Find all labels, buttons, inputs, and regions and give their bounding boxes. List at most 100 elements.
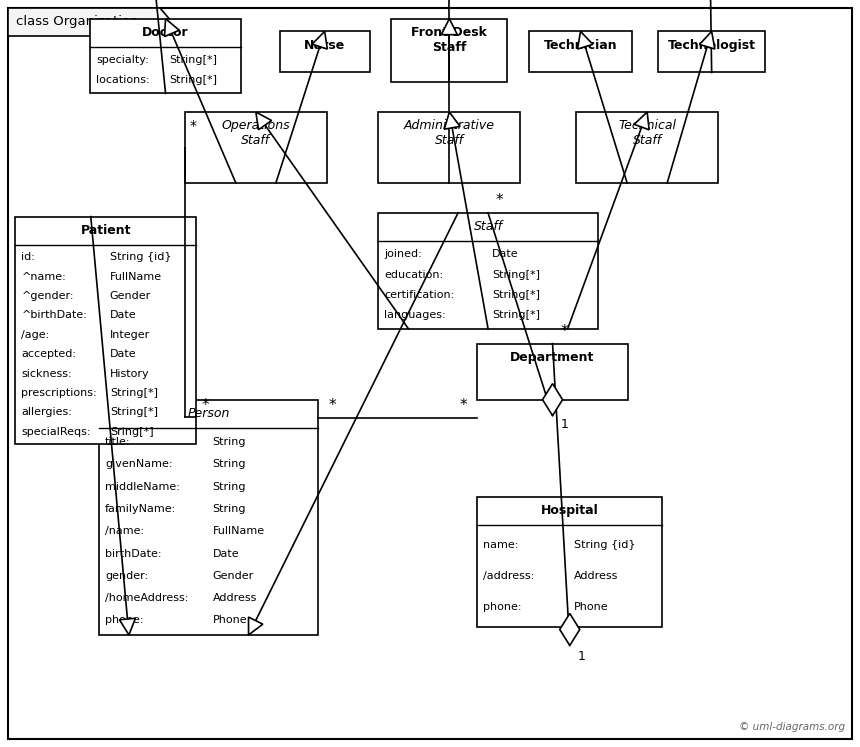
Text: String[*]: String[*]: [492, 270, 540, 279]
Text: specialty:: specialty:: [96, 55, 149, 65]
Text: Address: Address: [212, 593, 257, 603]
Text: Date: Date: [212, 548, 239, 559]
FancyBboxPatch shape: [658, 31, 765, 72]
Text: Nurse: Nurse: [304, 39, 345, 52]
Text: String: String: [212, 437, 246, 447]
Text: Technologist: Technologist: [667, 39, 756, 52]
Text: String {id}: String {id}: [574, 540, 636, 550]
Text: Address: Address: [574, 571, 618, 581]
Text: ^gender:: ^gender:: [22, 291, 74, 301]
Polygon shape: [441, 19, 458, 34]
Text: prescriptions:: prescriptions:: [22, 388, 97, 398]
Text: String: String: [212, 459, 246, 469]
FancyBboxPatch shape: [280, 31, 370, 72]
Text: Phone: Phone: [574, 602, 608, 613]
Text: name:: name:: [483, 540, 519, 550]
Text: Gender: Gender: [212, 571, 254, 581]
Polygon shape: [560, 613, 580, 645]
Text: Department: Department: [510, 351, 595, 364]
Text: String: String: [212, 504, 246, 514]
Text: phone:: phone:: [483, 602, 522, 613]
FancyBboxPatch shape: [99, 400, 318, 635]
Text: History: History: [110, 369, 150, 379]
Text: Person: Person: [187, 407, 230, 420]
FancyBboxPatch shape: [391, 19, 507, 82]
Text: phone:: phone:: [105, 616, 144, 625]
Text: Administrative
Staff: Administrative Staff: [404, 119, 494, 147]
Text: gender:: gender:: [105, 571, 148, 581]
FancyBboxPatch shape: [8, 8, 852, 739]
Polygon shape: [445, 112, 460, 129]
Text: Technician: Technician: [544, 39, 617, 52]
Text: familyName:: familyName:: [105, 504, 176, 514]
Polygon shape: [249, 617, 263, 635]
Text: education:: education:: [384, 270, 444, 279]
Text: certification:: certification:: [384, 290, 455, 300]
Polygon shape: [578, 31, 593, 49]
Text: Patient: Patient: [81, 224, 131, 237]
FancyBboxPatch shape: [477, 497, 662, 627]
FancyBboxPatch shape: [529, 31, 632, 72]
Text: *: *: [190, 119, 197, 132]
Text: Staff: Staff: [474, 220, 502, 233]
Text: ^birthDate:: ^birthDate:: [22, 311, 88, 320]
Text: givenName:: givenName:: [105, 459, 172, 469]
Text: /homeAddress:: /homeAddress:: [105, 593, 188, 603]
Text: Technical
Staff: Technical Staff: [618, 119, 676, 147]
Text: Integer: Integer: [110, 330, 150, 340]
Text: Gender: Gender: [110, 291, 151, 301]
FancyBboxPatch shape: [576, 112, 718, 183]
Polygon shape: [164, 19, 179, 37]
Text: middleName:: middleName:: [105, 482, 180, 492]
Text: id:: id:: [22, 252, 35, 262]
Text: 1: 1: [578, 651, 586, 663]
Polygon shape: [120, 619, 135, 635]
Text: /age:: /age:: [22, 330, 50, 340]
Text: *: *: [496, 193, 504, 208]
Text: 1: 1: [561, 418, 568, 430]
Text: accepted:: accepted:: [22, 350, 77, 359]
Text: String {id}: String {id}: [110, 252, 171, 262]
Polygon shape: [699, 31, 715, 49]
Polygon shape: [312, 31, 328, 49]
FancyBboxPatch shape: [90, 19, 241, 93]
Text: Hospital: Hospital: [541, 504, 599, 517]
Text: Operations
Staff: Operations Staff: [222, 119, 290, 147]
Text: Date: Date: [492, 249, 519, 259]
Text: String[*]: String[*]: [169, 75, 218, 85]
Text: /address:: /address:: [483, 571, 535, 581]
Text: *: *: [329, 398, 335, 414]
Text: allergies:: allergies:: [22, 407, 72, 418]
Polygon shape: [256, 112, 272, 130]
Text: specialReqs:: specialReqs:: [22, 427, 91, 437]
FancyBboxPatch shape: [378, 213, 598, 329]
Text: String[*]: String[*]: [492, 290, 540, 300]
Text: FullName: FullName: [212, 527, 265, 536]
Text: sickness:: sickness:: [22, 369, 72, 379]
Text: *: *: [561, 323, 568, 338]
Text: birthDate:: birthDate:: [105, 548, 162, 559]
Text: Phone: Phone: [212, 616, 247, 625]
Text: *: *: [460, 398, 467, 414]
Text: Sring[*]: Sring[*]: [110, 427, 153, 437]
Text: Doctor: Doctor: [142, 26, 189, 39]
Text: String[*]: String[*]: [492, 311, 540, 320]
Text: joined:: joined:: [384, 249, 422, 259]
Polygon shape: [543, 384, 562, 415]
Text: class Organization: class Organization: [16, 16, 138, 28]
Text: ^name:: ^name:: [22, 272, 66, 282]
Text: title:: title:: [105, 437, 131, 447]
Text: Date: Date: [110, 350, 137, 359]
Text: String: String: [212, 482, 246, 492]
Text: Front Desk
Staff: Front Desk Staff: [411, 25, 488, 54]
Text: © uml-diagrams.org: © uml-diagrams.org: [739, 722, 845, 732]
FancyBboxPatch shape: [477, 344, 628, 400]
Polygon shape: [8, 8, 172, 36]
Text: String[*]: String[*]: [110, 388, 157, 398]
Text: languages:: languages:: [384, 311, 446, 320]
Text: locations:: locations:: [96, 75, 150, 85]
Text: *: *: [201, 398, 209, 413]
Text: String[*]: String[*]: [169, 55, 218, 65]
Text: /name:: /name:: [105, 527, 144, 536]
Text: Date: Date: [110, 311, 137, 320]
